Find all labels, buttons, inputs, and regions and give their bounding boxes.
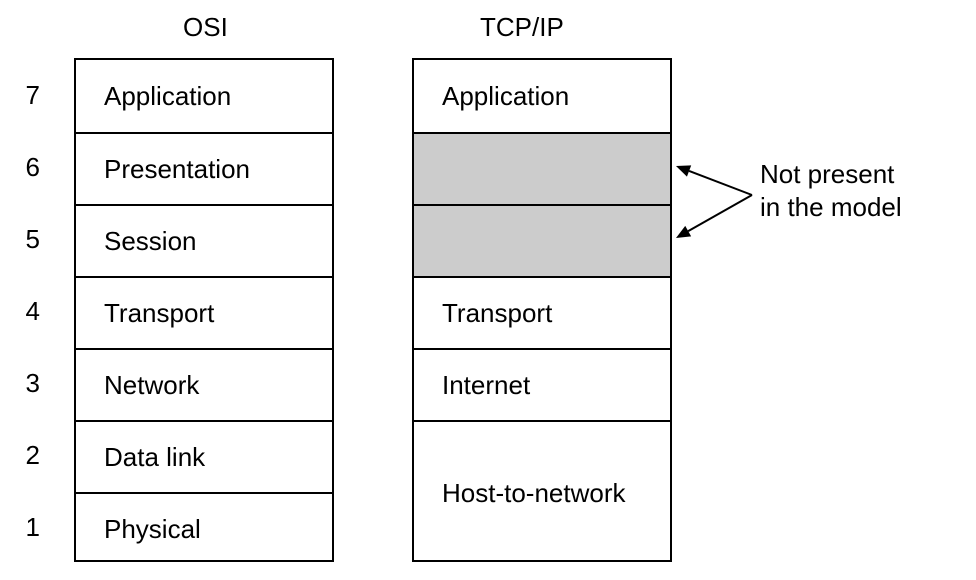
tcpip-layer: Application (414, 60, 670, 132)
tcpip-layer (414, 132, 670, 204)
layer-number: 3 (16, 368, 40, 399)
osi-layer-label: Transport (104, 298, 214, 329)
osi-layer: Application (76, 60, 332, 132)
osi-layer-label: Physical (104, 514, 201, 545)
tcpip-layer-label: Application (442, 81, 569, 112)
osi-layer: Presentation (76, 132, 332, 204)
tcpip-layer: Transport (414, 276, 670, 348)
osi-layer-label: Session (104, 226, 197, 257)
osi-layer: Network (76, 348, 332, 420)
arrow-line (688, 195, 752, 231)
arrowhead-icon (676, 226, 691, 238)
tcpip-layer-label: Host-to-network (442, 478, 626, 509)
layer-number: 4 (16, 296, 40, 327)
layer-number: 2 (16, 440, 40, 471)
tcpip-layer (414, 204, 670, 276)
tcpip-layer-label: Transport (442, 298, 552, 329)
arrow-line (689, 171, 752, 195)
annotation-line-1: Not present (760, 158, 902, 191)
osi-layer: Data link (76, 420, 332, 492)
arrowhead-icon (676, 165, 691, 176)
osi-layer-label: Data link (104, 442, 205, 473)
tcpip-stack: Application Transport Internet Host-to-netw… (412, 58, 672, 562)
osi-layer: Transport (76, 276, 332, 348)
osi-layer-label: Network (104, 370, 199, 401)
tcpip-layer: Internet (414, 348, 670, 420)
annotation-not-present: Not presentin the model (760, 158, 902, 223)
layer-number: 1 (16, 512, 40, 543)
layer-number: 6 (16, 152, 40, 183)
osi-stack: Application Presentation Session Transport N… (74, 58, 334, 562)
layer-number: 7 (16, 80, 40, 111)
osi-title: OSI (183, 12, 228, 43)
tcpip-title: TCP/IP (480, 12, 564, 43)
osi-layer: Session (76, 204, 332, 276)
osi-layer: Physical (76, 492, 332, 564)
osi-layer-label: Presentation (104, 154, 250, 185)
tcpip-layer: Host-to-network (414, 420, 670, 564)
osi-layer-label: Application (104, 81, 231, 112)
annotation-line-2: in the model (760, 191, 902, 224)
tcpip-layer-label: Internet (442, 370, 530, 401)
layer-number: 5 (16, 224, 40, 255)
